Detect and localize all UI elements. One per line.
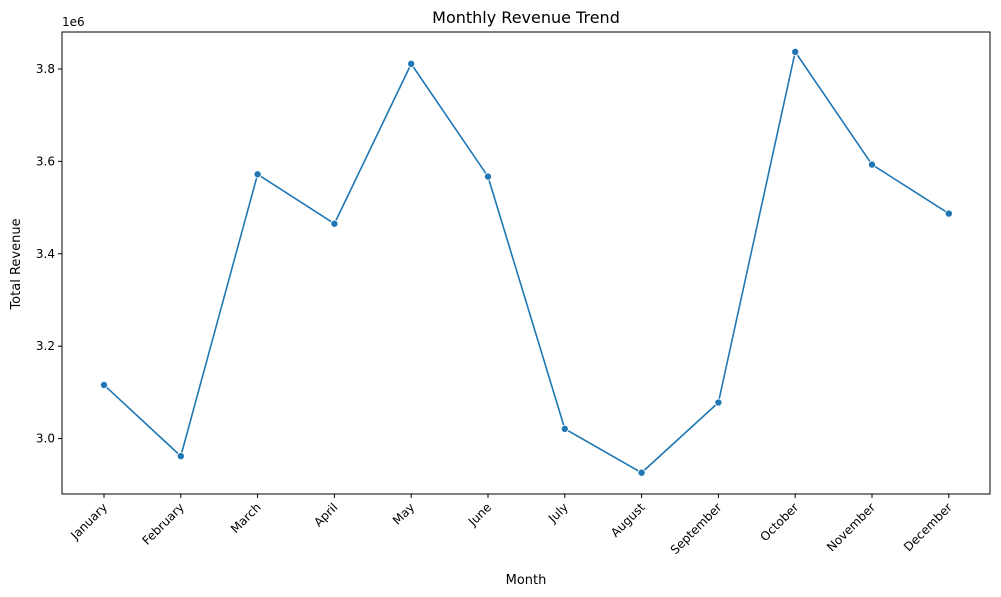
x-tick-label: May	[390, 500, 417, 527]
x-tick-label: August	[608, 500, 648, 540]
data-point	[253, 170, 262, 179]
plot-area: 3.0 3.2 3.4 3.6 3.8 January February March April…	[36, 47, 955, 557]
data-point	[483, 172, 492, 181]
data-point	[176, 452, 185, 461]
chart-title: Monthly Revenue Trend	[432, 8, 620, 27]
x-tick-label: March	[228, 500, 264, 536]
x-tick-label: June	[465, 500, 494, 529]
data-point	[944, 209, 953, 218]
data-point	[637, 468, 646, 477]
y-tick-label: 3.4	[36, 247, 55, 261]
x-tick-label: November	[824, 500, 878, 554]
x-tick-label: April	[311, 500, 340, 529]
y-tick-label: 3.8	[36, 62, 55, 76]
data-point	[868, 160, 877, 169]
x-axis-label: Month	[506, 573, 547, 588]
x-tick-label: February	[139, 500, 187, 548]
x-tick-label: December	[901, 500, 955, 554]
plot-frame	[61, 31, 991, 495]
x-tick-label: October	[757, 500, 801, 544]
x-tick-label: July	[545, 500, 571, 526]
data-point	[791, 47, 800, 56]
y-axis-label: Total Revenue	[9, 218, 24, 310]
x-tick-label: September	[668, 500, 725, 557]
y-tick-label: 3.6	[36, 154, 55, 168]
y-tick-label: 3.0	[36, 432, 55, 446]
y-axis-offset-label: 1e6	[62, 15, 85, 29]
y-tick-label: 3.2	[36, 339, 55, 353]
data-point	[330, 219, 339, 228]
data-point	[714, 398, 723, 407]
data-point	[100, 380, 109, 389]
data-point	[407, 59, 416, 68]
data-point	[560, 424, 569, 433]
x-tick-label: January	[67, 500, 110, 543]
series-line	[103, 51, 950, 474]
